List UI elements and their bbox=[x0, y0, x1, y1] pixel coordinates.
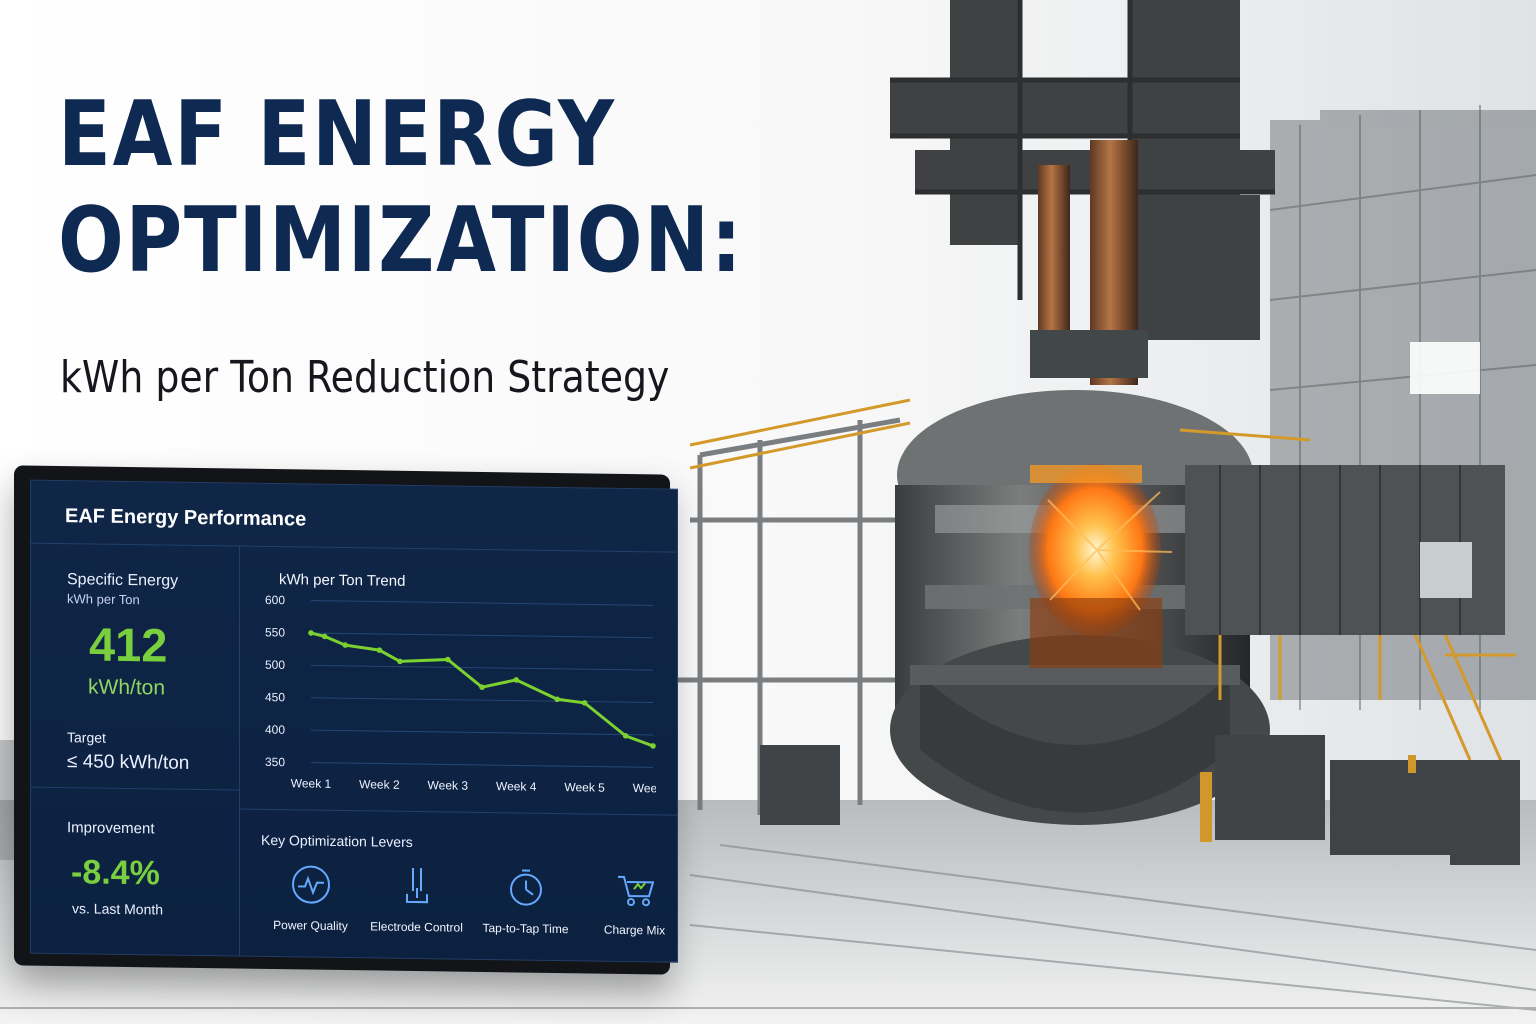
header-divider bbox=[31, 542, 677, 553]
timer-icon bbox=[510, 869, 542, 906]
specific-energy-label: Specific Energy bbox=[67, 571, 179, 590]
data-point-3 bbox=[342, 642, 348, 648]
y-tick-label-500: 500 bbox=[265, 658, 285, 672]
data-point-11 bbox=[622, 733, 629, 739]
y-tick-label-400: 400 bbox=[265, 723, 285, 737]
headline-line-2: OPTIMIZATION: bbox=[58, 188, 744, 293]
headline-subtitle: kWh per Ton Reduction Strategy bbox=[60, 352, 670, 403]
lever-label-power-quality: Power Quality bbox=[273, 918, 348, 934]
x-tick-label-1: Week 1 bbox=[291, 776, 332, 791]
chart-gridline-450 bbox=[311, 697, 653, 704]
data-point-9 bbox=[554, 696, 561, 703]
headline-line-1: EAF ENERGY bbox=[58, 82, 616, 187]
power-quality-icon bbox=[292, 865, 330, 904]
data-point-4 bbox=[376, 647, 383, 653]
x-tick-label-4: Week 4 bbox=[496, 779, 537, 794]
kwh-trend-chart: kWh per Ton Trend 600 550 500 450 400 350 Week… bbox=[261, 569, 656, 812]
data-point-2 bbox=[321, 633, 328, 640]
x-tick-label-5: Week 5 bbox=[564, 780, 605, 795]
specific-energy-unit-label: kWh per Ton bbox=[67, 591, 140, 608]
dashboard-title: EAF Energy Performance bbox=[65, 505, 307, 531]
target-value: ≤ 450 kWh/ton bbox=[67, 751, 190, 774]
lever-electrode-control[interactable]: Electrode Control bbox=[365, 851, 468, 948]
improvement-divider bbox=[31, 786, 239, 791]
improvement-label: Improvement bbox=[67, 819, 155, 838]
x-tick-label-2: Week 2 bbox=[359, 777, 400, 792]
chart-gridline-500 bbox=[311, 664, 653, 671]
electrode-control-icon bbox=[406, 867, 428, 904]
data-point-10 bbox=[581, 700, 588, 706]
chart-title: kWh per Ton Trend bbox=[279, 571, 406, 590]
kwh-trend-svg: 600 550 500 450 400 350 Week 1 Week 2 Week 3 Week… bbox=[265, 594, 656, 796]
chart-gridline-350 bbox=[311, 762, 653, 768]
y-tick-label-350: 350 bbox=[265, 755, 285, 769]
chart-gridline-400 bbox=[311, 729, 653, 736]
lever-label-electrode-control: Electrode Control bbox=[370, 919, 463, 935]
specific-energy-value-unit: kWh/ton bbox=[88, 675, 166, 700]
data-point-12 bbox=[650, 743, 656, 749]
specific-energy-value: 412 bbox=[89, 617, 168, 672]
improvement-comparison: vs. Last Month bbox=[72, 900, 164, 918]
improvement-value: -8.4% bbox=[71, 853, 160, 893]
y-tick-label-600: 600 bbox=[265, 594, 285, 607]
target-label: Target bbox=[67, 729, 106, 746]
main-headline: EAF ENERGY OPTIMIZATION: bbox=[58, 82, 744, 294]
series-line-kwh-per-ton bbox=[309, 631, 655, 748]
x-tick-label-6: Week 6 bbox=[633, 781, 656, 796]
data-point-6 bbox=[445, 656, 451, 663]
chart-gridline-550 bbox=[311, 632, 653, 639]
data-point-8 bbox=[513, 677, 519, 683]
lever-label-charge-mix: Charge Mix bbox=[603, 922, 666, 938]
lever-tap-to-tap-time[interactable]: Tap-to-Tap Time bbox=[474, 853, 577, 950]
lever-power-quality[interactable]: Power Quality bbox=[259, 850, 362, 947]
y-tick-label-450: 450 bbox=[265, 690, 285, 704]
sidebar-divider bbox=[239, 545, 240, 956]
dashboard-screen: EAF Energy Performance Specific Energy k… bbox=[30, 479, 678, 963]
y-tick-label-550: 550 bbox=[265, 625, 285, 639]
lever-charge-mix[interactable]: Charge Mix bbox=[583, 854, 686, 951]
levers-title: Key Optimization Levers bbox=[261, 831, 413, 850]
dashboard-monitor: EAF Energy Performance Specific Energy k… bbox=[14, 465, 678, 975]
data-point-5 bbox=[397, 658, 403, 665]
chart-gridline-600 bbox=[311, 600, 653, 606]
lever-label-tap-to-tap-time: Tap-to-Tap Time bbox=[482, 920, 569, 937]
cart-icon bbox=[618, 875, 655, 907]
x-tick-label-3: Week 3 bbox=[428, 778, 469, 793]
data-point-1 bbox=[308, 630, 314, 636]
data-point-7 bbox=[479, 684, 485, 690]
